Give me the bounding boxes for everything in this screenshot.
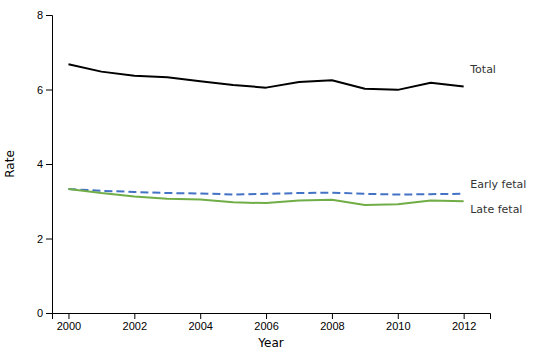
tick: 2: [37, 233, 52, 245]
tick-label: 2010: [386, 320, 410, 332]
lines: [68, 64, 463, 205]
tick-mark: [398, 313, 399, 319]
tick-label: 2012: [452, 320, 476, 332]
series-line: [68, 189, 463, 195]
tick-label: 2008: [320, 320, 344, 332]
tick-mark: [332, 313, 333, 319]
y-axis: 0 2 4 6 8: [37, 9, 53, 319]
tick-mark: [266, 313, 267, 319]
axis-line: [46, 16, 53, 314]
tick-mark: [134, 313, 135, 319]
tick-mark: [464, 313, 465, 319]
tick: 2000: [57, 313, 81, 332]
annotation: Total: [469, 63, 496, 76]
tick-label: 6: [37, 84, 43, 96]
annotations: Total Early fetal Late fetal: [469, 63, 526, 216]
tick-mark: [46, 164, 52, 165]
tick: 2006: [254, 313, 278, 332]
tick-label: 0: [37, 307, 43, 319]
axis-line: [53, 314, 491, 320]
tick: 4: [37, 158, 52, 170]
x-axis-title: Year: [257, 336, 283, 350]
x-axis: 2000 2002 2004 2006 2008 2010 2012: [53, 313, 491, 332]
tick-mark: [68, 313, 69, 319]
tick-label: 2000: [57, 320, 81, 332]
tick: 2012: [452, 313, 476, 332]
annotation: Late fetal: [470, 203, 522, 216]
annotation: Early fetal: [470, 178, 526, 191]
tick-label: 2006: [254, 320, 278, 332]
tick-label: 8: [37, 9, 43, 21]
tick: 0: [37, 307, 52, 319]
y-axis-title: Rate: [3, 150, 17, 178]
series-line: [68, 64, 463, 90]
tick-label: 2004: [188, 320, 212, 332]
series-line: [68, 189, 463, 205]
tick: 2010: [386, 313, 410, 332]
tick: 2002: [123, 313, 147, 332]
chart: 2000 2002 2004 2006 2008 2010 2012 0 2 4 6 8 Total Ea…: [0, 0, 560, 355]
tick: 2008: [320, 313, 344, 332]
tick-label: 4: [37, 158, 43, 170]
tick-mark: [46, 90, 52, 91]
tick-mark: [46, 313, 52, 314]
tick-mark: [46, 15, 52, 16]
tick-label: 2: [37, 233, 43, 245]
tick: 8: [37, 9, 52, 21]
tick-mark: [46, 239, 52, 240]
tick-mark: [200, 313, 201, 319]
plot: 2000 2002 2004 2006 2008 2010 2012 0 2 4 6 8 Total Ea…: [37, 9, 526, 332]
tick: 2004: [188, 313, 212, 332]
tick: 6: [37, 84, 52, 96]
tick-label: 2002: [123, 320, 147, 332]
